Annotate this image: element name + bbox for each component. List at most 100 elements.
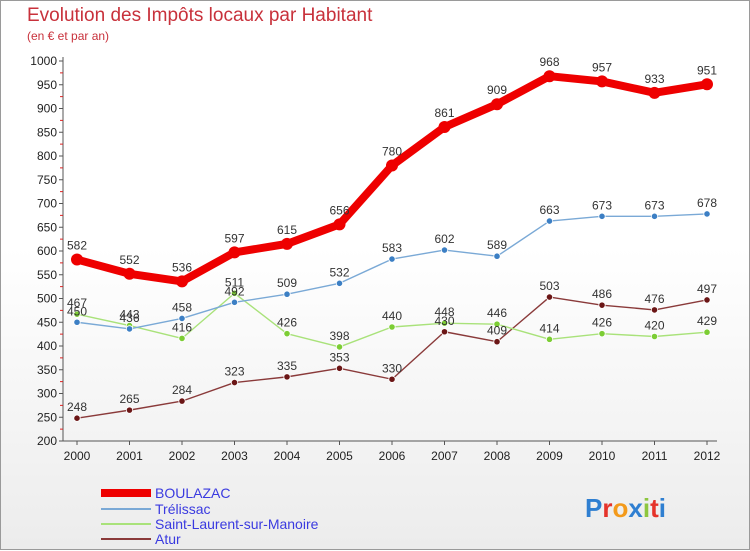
x-tick-label: 2004 [274,449,301,463]
data-point-tr-lissac [178,314,186,323]
data-point-atur [598,301,606,309]
data-point-tr-lissac [598,212,606,220]
y-tick-label: 950 [37,78,57,92]
data-label-atur: 476 [644,292,664,306]
data-label-atur: 497 [697,282,717,296]
y-tick-label: 350 [37,363,57,377]
y-tick-label: 450 [37,315,57,329]
legend-entry-saint-laurent-sur-manoire: Saint-Laurent-sur-Manoire [155,516,319,532]
x-tick-label: 2012 [694,449,721,463]
data-point-boulazac [123,267,136,280]
data-label-boulazac: 536 [172,260,192,274]
x-tick-label: 2001 [116,449,143,463]
data-point-atur [178,397,186,405]
data-label-saint-laurent-sur-manoire: 414 [539,321,559,335]
data-label-saint-laurent-sur-manoire: 429 [697,314,717,328]
data-label-tr-lissac: 436 [119,311,139,325]
data-label-tr-lissac: 450 [67,304,87,318]
y-tick-label: 550 [37,268,57,282]
data-label-atur: 335 [277,359,297,373]
data-point-saint-laurent-sur-manoire [283,330,291,338]
data-point-boulazac [543,70,556,83]
data-label-boulazac: 597 [224,231,244,245]
data-point-saint-laurent-sur-manoire [335,343,344,351]
data-label-atur: 330 [382,361,402,375]
x-tick-label: 2000 [64,449,91,463]
data-point-atur [125,406,134,414]
data-label-boulazac: 552 [119,253,139,267]
y-tick-label: 600 [37,244,57,258]
data-point-boulazac [701,78,713,91]
y-tick-label: 200 [37,434,57,448]
data-point-boulazac [596,75,608,88]
data-point-tr-lissac [125,325,134,333]
data-label-atur: 265 [119,392,139,406]
data-point-tr-lissac [283,290,291,298]
data-point-atur [493,338,501,346]
y-tick-label: 750 [37,173,57,187]
brand-letter: P [585,493,602,523]
data-label-boulazac: 582 [67,239,87,253]
data-point-saint-laurent-sur-manoire [703,328,711,336]
brand-letter: t [650,493,659,523]
y-tick-label: 1000 [30,54,57,68]
y-tick-label: 400 [37,339,57,353]
brand-letter: x [628,493,643,523]
data-point-tr-lissac [230,298,239,306]
data-point-boulazac [281,237,293,250]
x-tick-label: 2002 [169,449,196,463]
data-point-tr-lissac [335,279,344,287]
x-tick-label: 2009 [536,449,563,463]
data-label-atur: 284 [172,383,192,397]
data-point-saint-laurent-sur-manoire [598,330,606,338]
data-point-atur [335,364,344,372]
data-label-saint-laurent-sur-manoire: 443 [119,308,139,322]
data-point-saint-laurent-sur-manoire [73,310,81,318]
data-label-tr-lissac: 509 [277,276,297,290]
data-point-tr-lissac [388,255,396,263]
data-label-saint-laurent-sur-manoire: 511 [225,275,244,289]
data-label-saint-laurent-sur-manoire: 420 [644,319,664,333]
data-label-saint-laurent-sur-manoire: 448 [434,305,454,319]
data-point-boulazac [71,253,83,266]
y-tick-label: 300 [37,387,57,401]
data-point-tr-lissac [545,217,554,225]
x-tick-label: 2007 [431,449,458,463]
data-point-tr-lissac [73,318,81,326]
legend-entry-boulazac: BOULAZAC [155,485,230,501]
data-label-boulazac: 615 [277,223,297,237]
data-label-saint-laurent-sur-manoire: 426 [592,316,612,330]
data-label-saint-laurent-sur-manoire: 426 [277,316,297,330]
data-label-atur: 430 [434,314,454,328]
data-point-saint-laurent-sur-manoire [230,289,239,297]
data-label-tr-lissac: 602 [434,232,454,246]
data-label-atur: 409 [487,324,507,338]
data-point-boulazac [333,218,346,231]
data-point-saint-laurent-sur-manoire [650,332,659,341]
data-point-atur [73,414,81,422]
y-tick-label: 900 [37,102,57,116]
data-label-saint-laurent-sur-manoire: 416 [172,320,192,334]
x-tick-label: 2010 [589,449,616,463]
brand-letter: i [643,493,650,523]
data-label-tr-lissac: 663 [539,203,559,217]
x-tick-label: 2008 [484,449,511,463]
data-label-saint-laurent-sur-manoire: 440 [382,309,402,323]
data-label-tr-lissac: 458 [172,300,192,314]
data-point-boulazac [438,121,451,134]
data-point-saint-laurent-sur-manoire [545,335,554,343]
legend-entry-tr-lissac: Trélissac [155,501,211,517]
data-label-boulazac: 951 [697,63,717,77]
brand-letter: r [602,493,612,523]
y-tick-label: 500 [37,292,57,306]
data-label-boulazac: 933 [644,72,664,86]
y-tick-label: 850 [37,125,57,139]
data-point-saint-laurent-sur-manoire [178,334,186,342]
data-point-atur [545,293,554,301]
data-label-boulazac: 861 [434,106,454,120]
data-point-saint-laurent-sur-manoire [440,319,449,327]
data-label-tr-lissac: 673 [644,198,664,212]
data-point-tr-lissac [650,212,659,220]
